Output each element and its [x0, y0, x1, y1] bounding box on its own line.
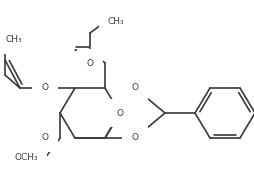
Text: O: O [41, 134, 49, 142]
Text: CH₃: CH₃ [5, 36, 22, 44]
Text: O: O [87, 58, 93, 68]
Text: O: O [41, 83, 49, 93]
Text: OCH₃: OCH₃ [14, 154, 38, 162]
Text: CH₃: CH₃ [108, 17, 125, 27]
Text: O: O [132, 83, 138, 93]
Text: O: O [117, 109, 123, 117]
Text: O: O [132, 134, 138, 142]
